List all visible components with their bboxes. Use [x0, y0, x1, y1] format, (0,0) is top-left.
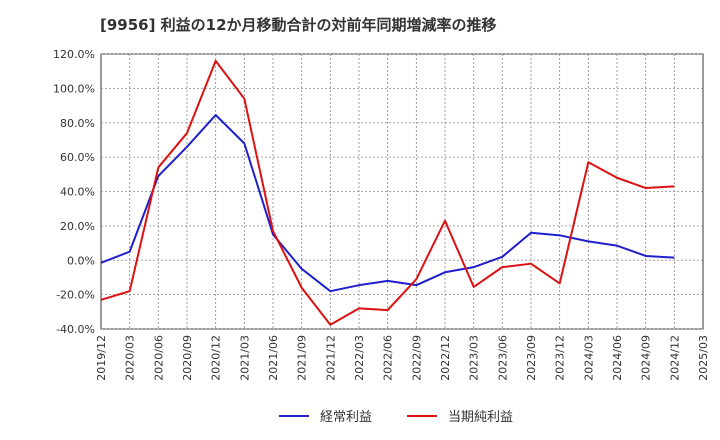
x-axis: 2019/12 2020/03 2020/06 2020/09 2020/12 2021/… [95, 335, 710, 381]
x-tick-label: 2022/12 [439, 335, 452, 381]
x-tick-label: 2023/06 [496, 335, 509, 381]
y-axis: -40.0% -20.0% 0.0% 20.0% 40.0% 60.0% 80.0% 100.… [53, 48, 95, 336]
x-tick-label: 2022/09 [410, 335, 423, 381]
y-tick-label: 60.0% [60, 151, 95, 164]
y-tick-label: 0.0% [67, 254, 95, 267]
y-tick-label: 100.0% [53, 82, 95, 95]
x-tick-label: 2021/12 [324, 335, 337, 381]
chart-title: [9956] 利益の12か月移動合計の対前年同期増減率の推移 [100, 16, 497, 34]
x-tick-label: 2023/12 [554, 335, 567, 381]
y-tick-label: 20.0% [60, 220, 95, 233]
x-tick-label: 2023/03 [468, 335, 481, 381]
x-tick-label: 2019/12 [95, 335, 108, 381]
x-tick-label: 2023/09 [525, 335, 538, 381]
x-tick-label: 2020/12 [210, 335, 223, 381]
grid-lines [101, 53, 703, 330]
x-tick-label: 2024/06 [611, 335, 624, 381]
legend: 経常利益 当期純利益 [279, 410, 513, 425]
x-tick-label: 2020/09 [181, 335, 194, 381]
y-tick-label: 40.0% [60, 186, 95, 199]
y-tick-label: -20.0% [56, 289, 95, 302]
x-tick-label: 2024/03 [582, 335, 595, 381]
x-tick-label: 2025/03 [697, 335, 710, 381]
x-tick-label: 2024/12 [668, 335, 681, 381]
x-tick-label: 2020/06 [152, 335, 165, 381]
x-tick-label: 2022/06 [382, 335, 395, 381]
legend-label-2: 当期純利益 [448, 410, 513, 425]
x-tick-label: 2021/09 [296, 335, 309, 381]
series-line-2 [100, 59, 675, 326]
x-tick-label: 2022/03 [353, 335, 366, 381]
series-lines [100, 59, 675, 326]
x-tick-label: 2021/03 [238, 335, 251, 381]
series-line-1 [100, 114, 675, 293]
y-tick-label: -40.0% [56, 323, 95, 336]
x-tick-label: 2021/06 [267, 335, 280, 381]
y-tick-label: 80.0% [60, 117, 95, 130]
y-tick-label: 120.0% [53, 48, 95, 61]
legend-label-1: 経常利益 [320, 410, 372, 425]
x-tick-label: 2020/03 [124, 335, 137, 381]
x-tick-label: 2024/09 [640, 335, 653, 381]
